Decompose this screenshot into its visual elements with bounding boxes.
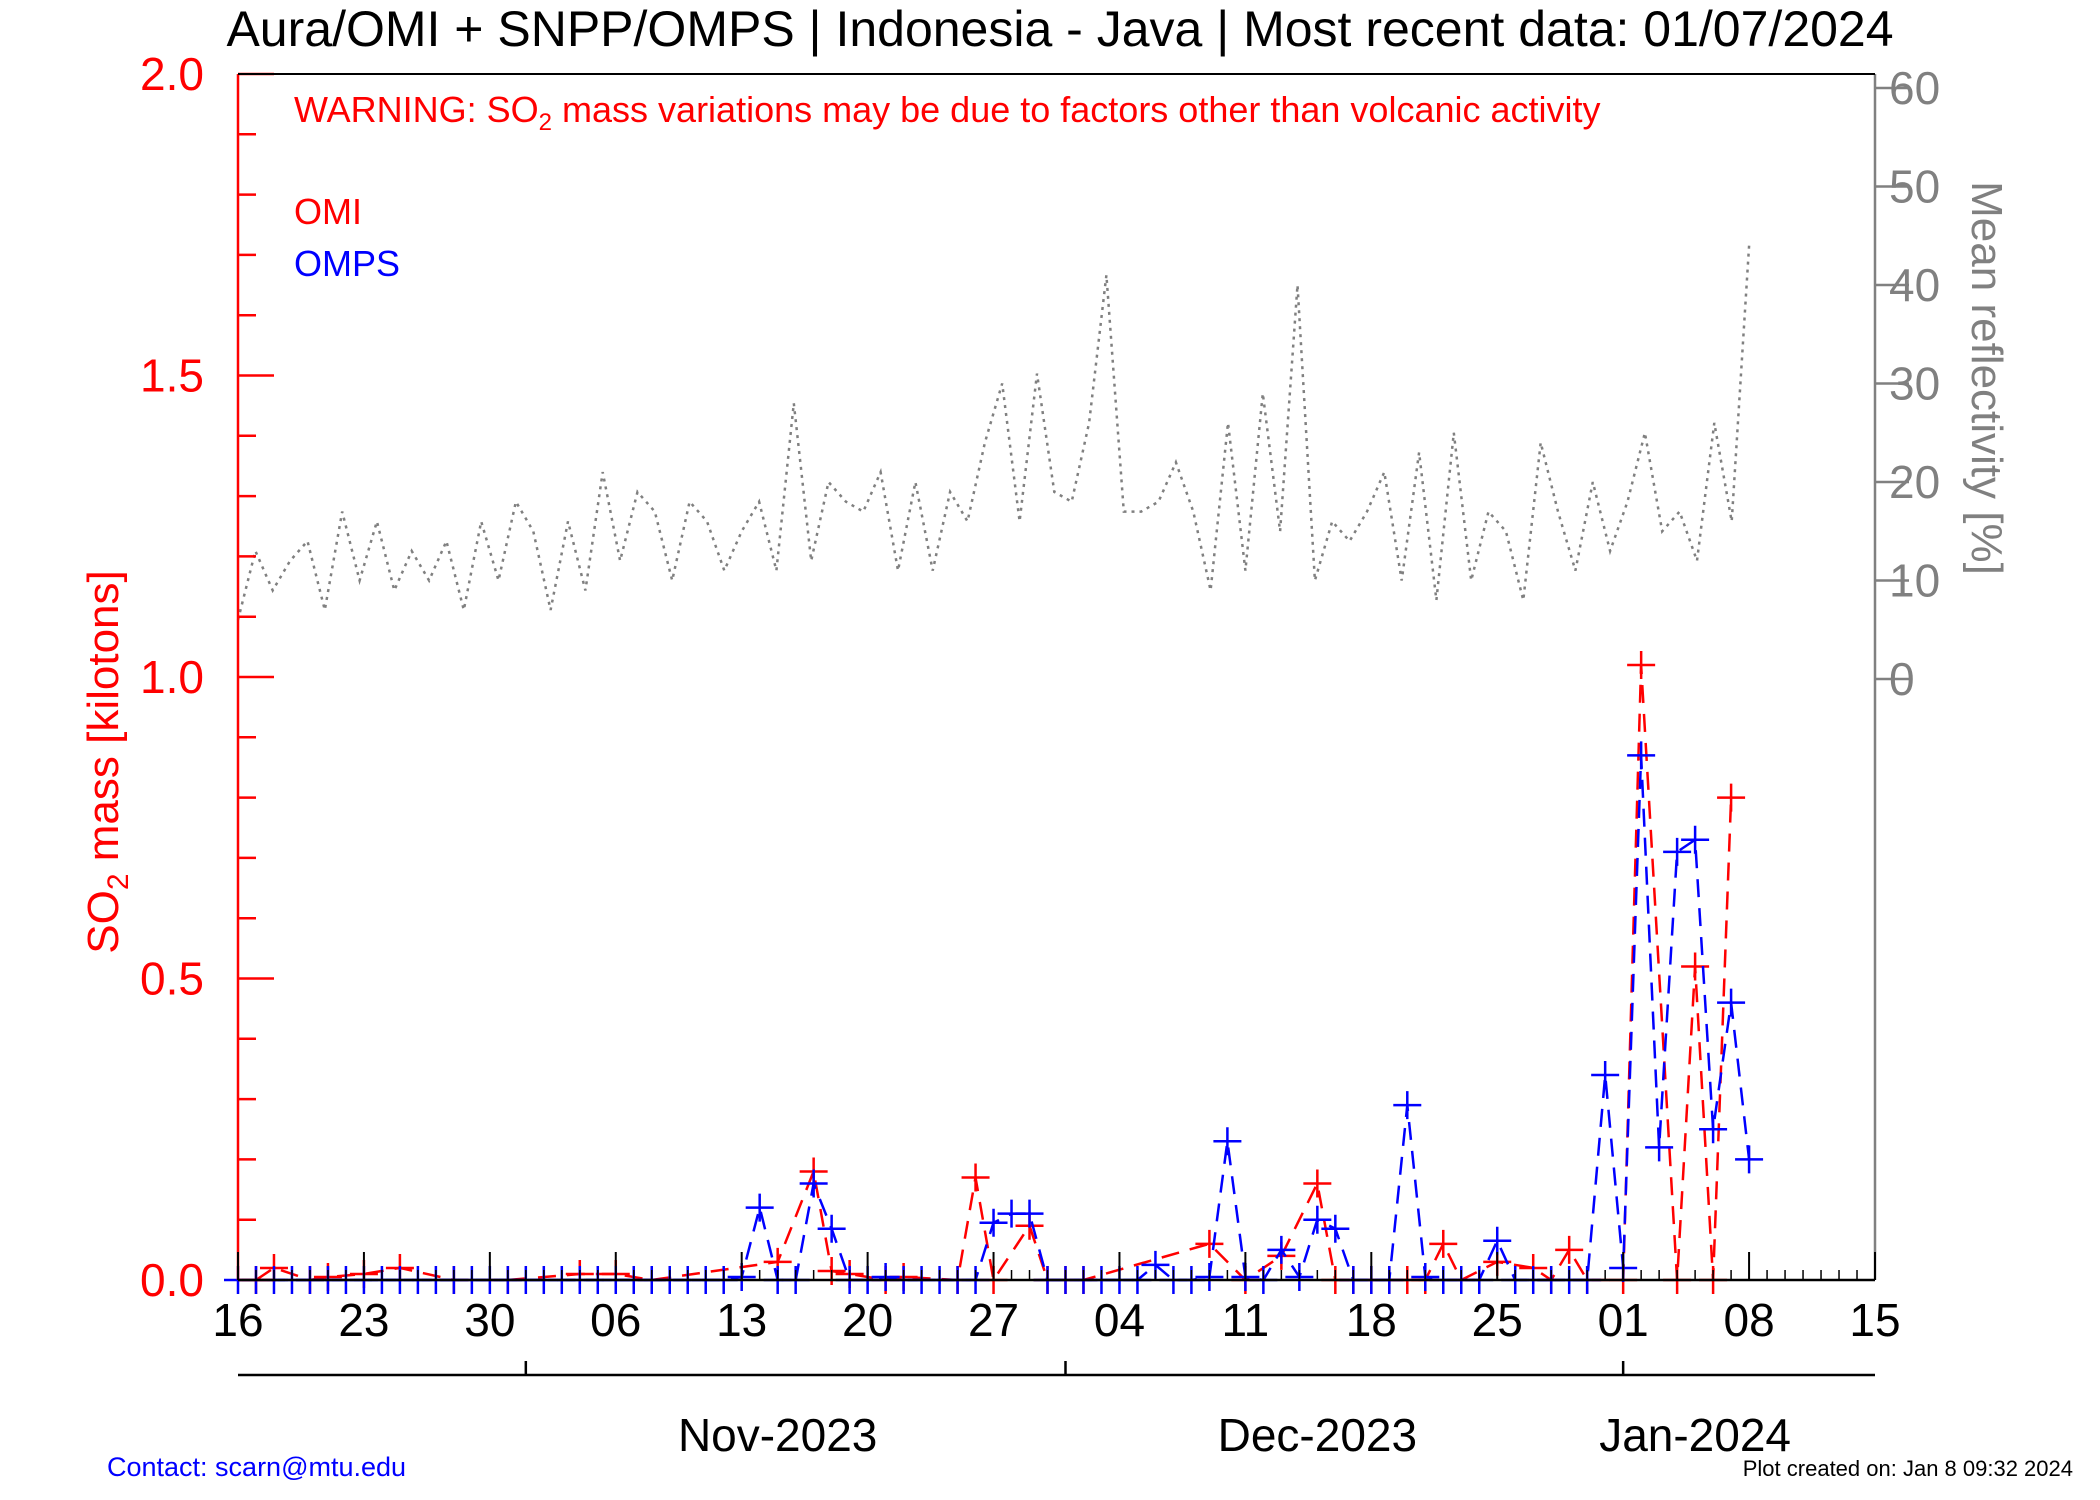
y2-tick-label: 50 <box>1889 161 1940 213</box>
omps-point <box>1483 1226 1512 1255</box>
reflectivity-layer <box>236 245 1751 621</box>
warning-prefix: WARNING: SO <box>294 89 539 130</box>
y2-axis-label: Mean reflectivity [%] <box>1962 181 2011 575</box>
created-text: Plot created on: Jan 8 09:32 2024 <box>1742 1456 2073 1481</box>
x-tick-label: 25 <box>1472 1294 1523 1346</box>
omps-point <box>1663 837 1692 866</box>
omi-point <box>1303 1169 1332 1198</box>
omi-point <box>1627 650 1656 679</box>
x-tick-label: 16 <box>212 1294 263 1346</box>
omps-point <box>799 1169 828 1198</box>
y-tick-label: 1.0 <box>140 651 204 703</box>
omi-point <box>1555 1235 1584 1264</box>
omps-point <box>745 1193 774 1222</box>
chart-title: Aura/OMI + SNPP/OMPS | Indonesia - Java … <box>226 1 1893 57</box>
series-layer <box>224 650 1764 1294</box>
omps-point <box>1213 1127 1242 1156</box>
omps-point <box>979 1208 1008 1237</box>
reflectivity-line <box>236 245 1751 621</box>
x-tick-label: 23 <box>338 1294 389 1346</box>
omps-point <box>1699 1115 1728 1144</box>
omps-point <box>1267 1235 1296 1264</box>
omps-point <box>1735 1145 1764 1174</box>
omi-point <box>1195 1229 1224 1258</box>
omps-series-line <box>238 755 1751 1282</box>
y2-tick-label: 0 <box>1889 653 1915 705</box>
y2-tick-label: 60 <box>1889 62 1940 114</box>
legend-omps: OMPS <box>294 243 400 284</box>
omps-point <box>1681 825 1710 854</box>
month-label: Nov-2023 <box>678 1409 877 1461</box>
y-tick-label: 2.0 <box>140 48 204 100</box>
y-tick-label: 0.0 <box>140 1254 204 1306</box>
x-tick-label: 06 <box>590 1294 641 1346</box>
omps-point <box>1717 988 1746 1017</box>
y-tick-label: 0.5 <box>140 953 204 1005</box>
omi-point <box>1429 1229 1458 1258</box>
legend-omi: OMI <box>294 191 362 232</box>
month-label: Dec-2023 <box>1218 1409 1417 1461</box>
x-tick-label: 04 <box>1094 1294 1145 1346</box>
omi-series-line <box>255 664 1733 1284</box>
x-tick-label: 08 <box>1723 1294 1774 1346</box>
contact-text: Contact: scarn@mtu.edu <box>107 1452 407 1482</box>
omps-point <box>1015 1199 1044 1228</box>
omps-point <box>1303 1205 1332 1234</box>
x-tick-label: 30 <box>464 1294 515 1346</box>
ylabel-subscript: 2 <box>102 873 135 890</box>
x-tick-label: 20 <box>842 1294 893 1346</box>
warning-subscript: 2 <box>539 109 552 136</box>
omi-point <box>1681 952 1710 981</box>
x-tick-label: 13 <box>716 1294 767 1346</box>
omps-point <box>1645 1133 1674 1162</box>
y-tick-label: 1.5 <box>140 350 204 402</box>
x-tick-label: 18 <box>1346 1294 1397 1346</box>
omi-point <box>961 1163 990 1192</box>
y-axis-label: SO2 mass [kilotons] <box>79 570 135 953</box>
ylabel-prefix: SO <box>79 890 128 954</box>
omps-point <box>1591 1060 1620 1089</box>
omps-point <box>817 1214 846 1243</box>
y2-tick-label: 30 <box>1889 358 1940 410</box>
warning-text: WARNING: SO2 mass variations may be due … <box>294 89 1601 136</box>
month-label: Jan-2024 <box>1599 1409 1791 1461</box>
omps-point <box>1393 1091 1422 1120</box>
ylabel-suffix: mass [kilotons] <box>79 570 128 873</box>
omi-point <box>1717 783 1746 812</box>
y2-tick-label: 40 <box>1889 259 1940 311</box>
x-tick-label: 01 <box>1598 1294 1649 1346</box>
x-tick-label: 27 <box>968 1294 1019 1346</box>
warning-suffix: mass variations may be due to factors ot… <box>552 89 1600 130</box>
omps-point <box>1321 1214 1350 1243</box>
x-tick-label: 11 <box>1222 1294 1270 1346</box>
omps-point <box>1627 741 1656 770</box>
x-tick-label: 15 <box>1849 1294 1900 1346</box>
y2-tick-label: 10 <box>1889 555 1940 607</box>
y2-tick-label: 20 <box>1889 456 1940 508</box>
